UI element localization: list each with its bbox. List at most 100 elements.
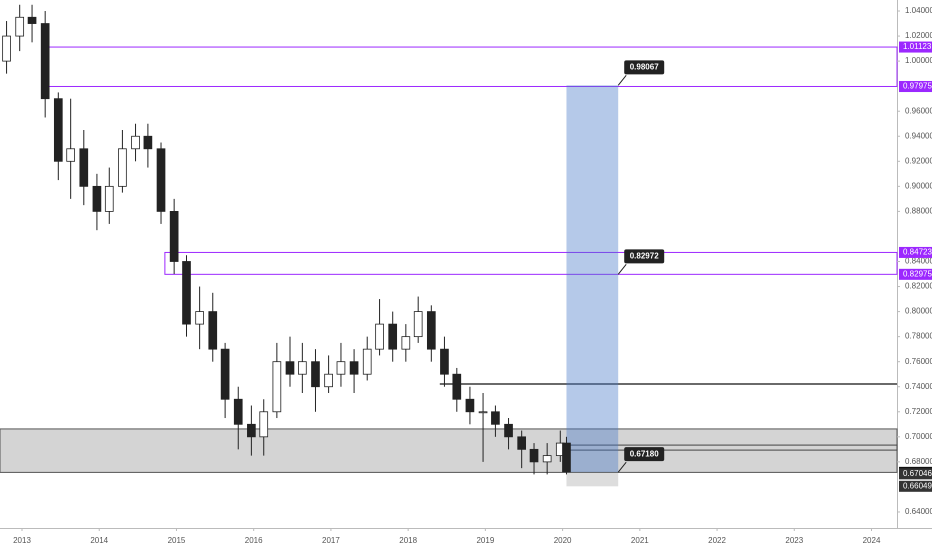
candle-body xyxy=(491,411,500,425)
candle-body xyxy=(349,361,359,375)
candle-body xyxy=(104,185,114,212)
x-tick-label: 2021 xyxy=(631,536,649,545)
candle-body xyxy=(324,373,333,388)
candle-body xyxy=(156,148,166,212)
y-tick-label: 0.70000 xyxy=(905,432,932,441)
x-tick-label: 2019 xyxy=(476,536,494,545)
x-tick-label: 2024 xyxy=(863,536,881,545)
candle-body xyxy=(2,35,11,62)
candle-body xyxy=(131,135,140,150)
candle-body xyxy=(529,448,539,463)
price-label-box xyxy=(899,246,932,258)
candle-body xyxy=(401,336,411,350)
callout-label: 0.67180 xyxy=(630,449,659,458)
y-tick-label: 1.02000 xyxy=(905,31,932,40)
x-tick-label: 2022 xyxy=(708,536,726,545)
price-label-box xyxy=(899,41,932,53)
callout-pointer xyxy=(617,75,627,86)
callout-pointer xyxy=(617,264,627,275)
candle-body xyxy=(440,348,449,375)
y-tick-label: 0.64000 xyxy=(905,507,932,516)
price-label: 0.82975 xyxy=(903,269,932,278)
callout-box xyxy=(624,60,665,75)
candle-body xyxy=(562,442,571,473)
loss-zone xyxy=(566,472,619,487)
candle-body xyxy=(143,135,153,150)
y-tick-label: 0.82000 xyxy=(905,282,932,291)
candle-body xyxy=(220,348,230,400)
x-tick-label: 2016 xyxy=(245,536,263,545)
candle-body xyxy=(311,361,320,388)
candle-body xyxy=(272,361,282,413)
price-label-box xyxy=(899,480,932,492)
candle-body xyxy=(15,16,25,37)
candle-body xyxy=(27,16,37,24)
x-tick-label: 2015 xyxy=(168,536,186,545)
callout-box xyxy=(624,447,665,462)
candle-body xyxy=(285,361,295,375)
candle-body xyxy=(542,455,552,463)
price-label-box xyxy=(899,468,932,480)
y-tick-label: 1.04000 xyxy=(905,6,932,15)
y-tick-label: 0.80000 xyxy=(905,307,932,316)
candle-body xyxy=(336,361,346,375)
price-label-box xyxy=(899,268,932,280)
candle-body xyxy=(465,398,475,413)
y-tick-label: 0.78000 xyxy=(905,332,932,341)
price-label: 0.84723 xyxy=(903,248,932,257)
x-tick-label: 2020 xyxy=(554,536,572,545)
candle-body xyxy=(362,348,372,375)
candle-body xyxy=(169,211,179,262)
candle-body xyxy=(92,185,102,212)
candle-body xyxy=(259,411,269,438)
y-tick-label: 0.90000 xyxy=(905,181,932,190)
price-label-box xyxy=(899,80,932,92)
candle-body xyxy=(413,311,423,338)
candle-body xyxy=(118,148,127,187)
candle-body xyxy=(208,311,218,350)
candle-body xyxy=(53,98,63,162)
price-label: 0.67046 xyxy=(903,469,932,478)
y-tick-label: 0.74000 xyxy=(905,382,932,391)
callout-pointer xyxy=(617,461,627,473)
candle-body xyxy=(504,423,513,438)
y-tick-label: 0.76000 xyxy=(905,357,932,366)
candle-body xyxy=(40,23,50,100)
y-tick-label: 0.92000 xyxy=(905,156,932,165)
candle-body xyxy=(79,148,89,187)
zone xyxy=(0,428,898,473)
price-label: 0.66049 xyxy=(903,481,932,490)
y-tick-label: 0.68000 xyxy=(905,457,932,466)
x-tick-label: 2018 xyxy=(399,536,417,545)
candle-body xyxy=(452,373,462,400)
zone xyxy=(164,251,898,275)
candle-body xyxy=(388,323,398,350)
price-label: 0.97975 xyxy=(903,82,932,91)
candle-body xyxy=(375,323,384,350)
callout-label: 0.82972 xyxy=(630,251,659,260)
candle-body xyxy=(66,148,76,162)
x-tick-label: 2013 xyxy=(13,536,31,545)
callout-box xyxy=(624,249,665,264)
y-tick-label: 1.00000 xyxy=(905,56,932,65)
x-tick-label: 2014 xyxy=(90,536,108,545)
profit-zone xyxy=(566,85,619,473)
y-tick-label: 0.96000 xyxy=(905,106,932,115)
candle-body xyxy=(195,311,204,325)
candle-body xyxy=(517,436,527,450)
candle-body xyxy=(426,311,436,350)
x-tick-label: 2017 xyxy=(322,536,340,545)
x-tick-label: 2023 xyxy=(785,536,803,545)
candle-body xyxy=(247,423,256,438)
candle-body xyxy=(478,411,488,414)
y-tick-label: 0.84000 xyxy=(905,257,932,266)
y-tick-label: 0.72000 xyxy=(905,407,932,416)
candle-body xyxy=(298,361,307,375)
candle-body xyxy=(182,261,191,325)
y-tick-label: 0.94000 xyxy=(905,131,932,140)
price-label: 1.01123 xyxy=(903,42,932,51)
y-tick-label: 0.88000 xyxy=(905,207,932,216)
candle-body xyxy=(233,398,243,425)
